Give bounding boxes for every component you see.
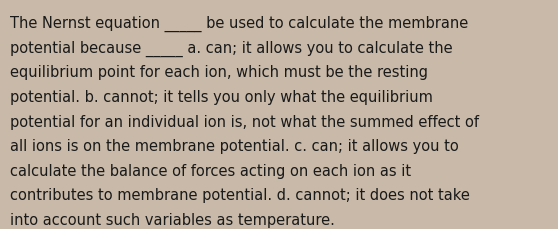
Text: equilibrium point for each ion, which must be the resting: equilibrium point for each ion, which mu… [10,65,428,80]
Text: potential because _____ a. can; it allows you to calculate the: potential because _____ a. can; it allow… [10,41,453,57]
Text: potential. b. cannot; it tells you only what the equilibrium: potential. b. cannot; it tells you only … [10,90,433,104]
Text: The Nernst equation _____ be used to calculate the membrane: The Nernst equation _____ be used to cal… [10,16,468,32]
Text: calculate the balance of forces acting on each ion as it: calculate the balance of forces acting o… [10,163,411,178]
Text: all ions is on the membrane potential. c. can; it allows you to: all ions is on the membrane potential. c… [10,139,459,153]
Text: potential for an individual ion is, not what the summed effect of: potential for an individual ion is, not … [10,114,479,129]
Text: contributes to membrane potential. d. cannot; it does not take: contributes to membrane potential. d. ca… [10,188,470,202]
Text: into account such variables as temperature.: into account such variables as temperatu… [10,212,335,227]
